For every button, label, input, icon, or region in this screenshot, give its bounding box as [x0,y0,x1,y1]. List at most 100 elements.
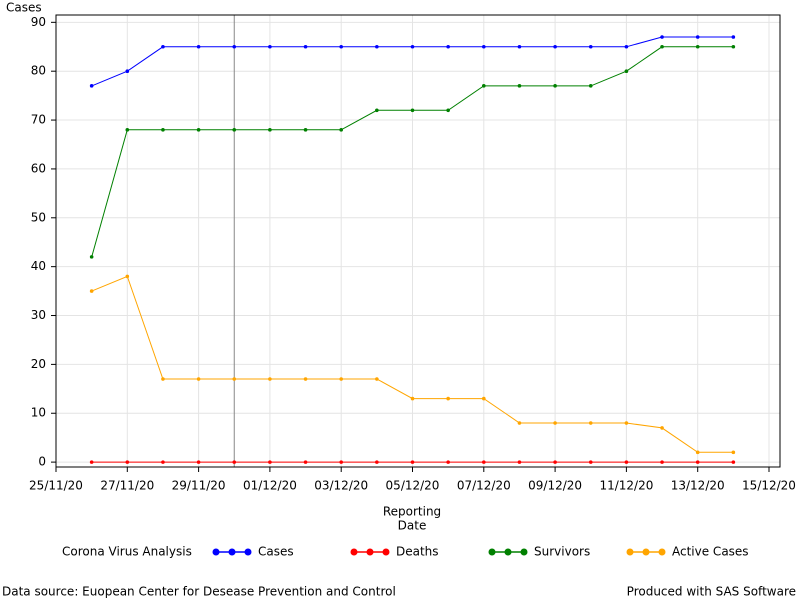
point [553,44,557,49]
x-axis-label: Date [398,519,427,533]
x-tick-label: 07/12/20 [457,479,511,493]
point [553,84,557,88]
point [695,460,700,464]
y-tick-label: 0 [38,455,46,469]
x-tick-label: 15/12/20 [742,479,796,493]
point [268,377,272,381]
x-tick-label: 01/12/20 [243,479,297,493]
point [232,377,237,381]
y-tick-label: 10 [31,406,46,420]
x-tick-label: 09/12/20 [528,479,582,493]
point [89,84,94,88]
point [375,377,379,381]
point [660,460,664,464]
point [588,84,593,88]
point [517,84,522,88]
plot-frame [55,14,781,468]
point [196,44,201,49]
x-tick-label: 27/11/20 [100,479,154,493]
point [695,35,700,39]
legend-label: Active Cases [672,545,749,559]
legend-marker [244,548,252,556]
legend-marker [228,548,236,556]
x-tick-label: 13/12/20 [671,479,725,493]
y-tick-label: 50 [31,210,46,224]
point [517,460,522,464]
point [196,377,201,381]
y-tick-label: 30 [31,308,46,322]
point [731,35,736,39]
y-tick-label: 80 [31,64,46,78]
legend-marker [520,548,528,556]
point [731,44,736,49]
point [624,44,629,49]
point [89,460,94,464]
point [624,460,629,464]
y-tick-label: 60 [31,161,46,175]
point [161,44,165,49]
point [446,396,450,401]
y-axis-label: Cases [6,1,42,15]
legend-marker [350,548,358,556]
point [660,35,664,39]
point [482,396,486,401]
point [339,44,344,49]
point [482,460,486,464]
point [268,44,272,49]
point [695,44,700,49]
point [303,128,308,132]
point [660,426,664,430]
y-tick-label: 20 [31,357,46,371]
point [660,44,664,49]
point [446,108,450,113]
point [375,44,379,49]
point [695,450,700,455]
legend-marker [366,548,374,556]
point [196,460,201,464]
point [339,128,344,132]
point [553,460,557,464]
point [268,128,272,132]
point [303,377,308,381]
point [482,84,486,88]
point [232,128,237,132]
x-tick-label: 11/12/20 [599,479,653,493]
legend-label: Survivors [534,545,590,559]
legend-marker [382,548,390,556]
point [89,255,94,259]
x-tick-label: 05/12/20 [386,479,440,493]
legend-marker [212,548,220,556]
legend-marker [504,548,512,556]
footnote: Produced with SAS Software [627,585,796,599]
point [624,69,629,73]
point [588,44,593,49]
y-tick-label: 70 [31,113,46,127]
point [161,377,165,381]
legend-label: Deaths [396,545,439,559]
point [517,44,522,49]
point [624,421,629,425]
point [731,450,736,455]
point [482,44,486,49]
legend-marker [626,548,634,556]
point [731,460,736,464]
point [232,460,237,464]
point [588,460,593,464]
point [89,289,94,293]
x-tick-label: 03/12/20 [314,479,368,493]
point [161,460,165,464]
point [410,460,415,464]
point [446,44,450,49]
point [339,460,344,464]
point [588,421,593,425]
point [553,421,557,425]
point [339,377,344,381]
point [410,44,415,49]
point [303,44,308,49]
point [161,128,165,132]
y-tick-label: 40 [31,259,46,273]
point [125,69,130,73]
legend-title: Corona Virus Analysis [62,545,192,559]
